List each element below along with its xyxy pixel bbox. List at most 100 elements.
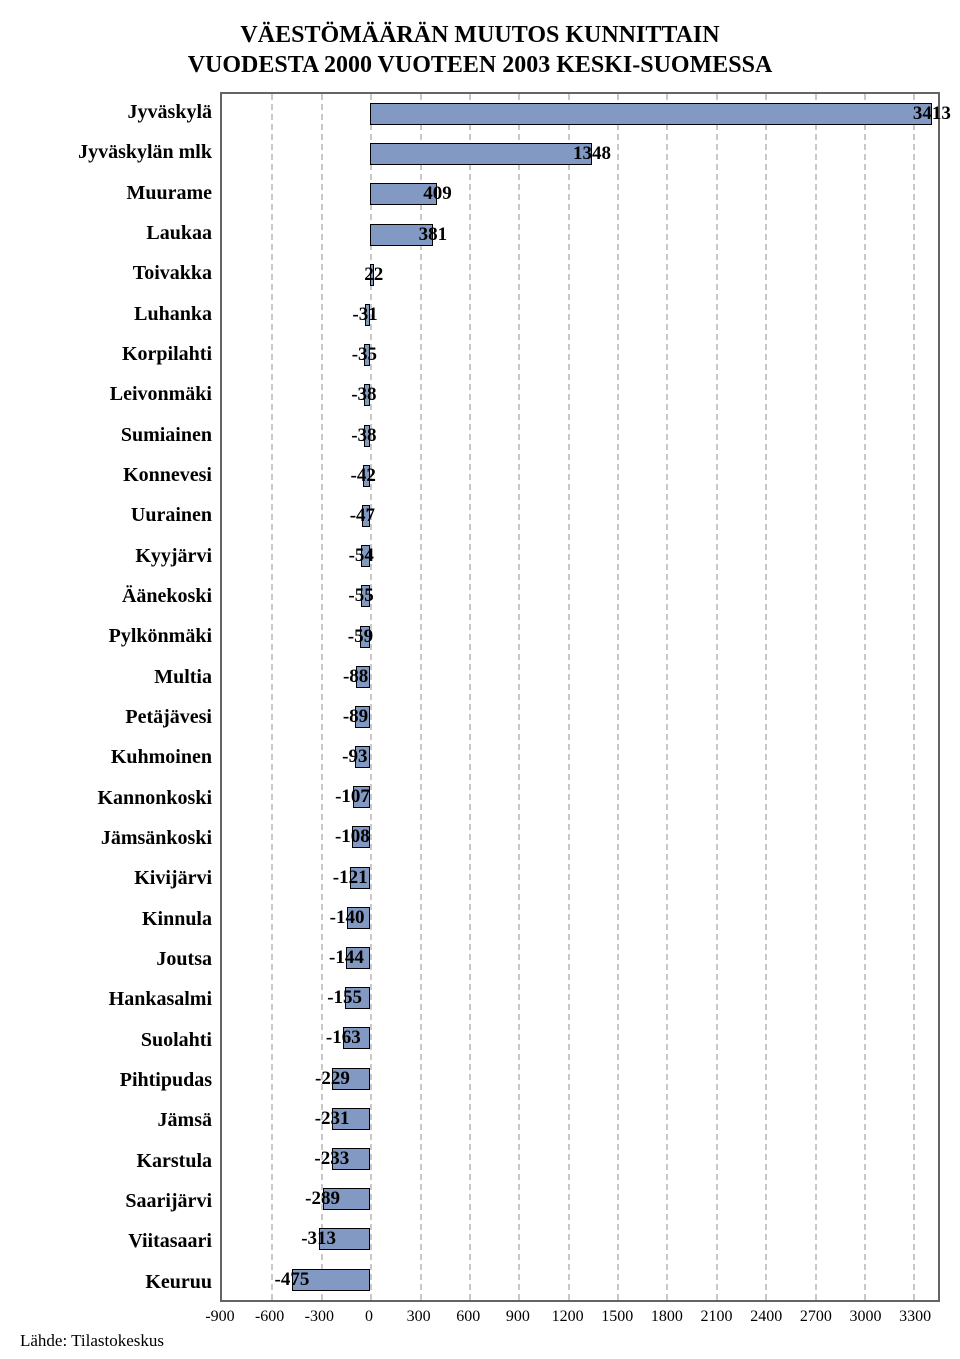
plot-row: JyväskyläJyväskylän mlkMuurameLaukaaToiv…: [20, 92, 940, 1302]
x-axis: -900-600-3000300600900120015001800210024…: [20, 1308, 940, 1332]
x-axis-tick: 1200: [552, 1308, 584, 1326]
bar-value-label: -155: [327, 987, 362, 1009]
bar-slot: -42: [222, 463, 938, 489]
bar-slot: -229: [222, 1066, 938, 1092]
bar-slot: 3413: [222, 101, 938, 127]
y-axis-label: Joutsa: [20, 949, 220, 969]
y-axis-label: Laukaa: [20, 223, 220, 243]
y-axis-label: Suolahti: [20, 1030, 220, 1050]
bar-value-label: 381: [419, 224, 448, 246]
bar-slot: -47: [222, 503, 938, 529]
bar-value-label: -313: [301, 1228, 336, 1250]
y-axis-label: Pihtipudas: [20, 1070, 220, 1090]
y-axis-label: Kinnula: [20, 909, 220, 929]
x-axis-tick: 3300: [899, 1308, 931, 1326]
bar-value-label: -233: [314, 1148, 349, 1170]
bar-slot: -107: [222, 784, 938, 810]
x-axis-tick: -300: [305, 1308, 334, 1326]
bar-slot: -144: [222, 945, 938, 971]
y-axis-label: Luhanka: [20, 304, 220, 324]
y-axis-label: Sumiainen: [20, 425, 220, 445]
y-axis-label: Viitasaari: [20, 1231, 220, 1251]
y-axis-label: Toivakka: [20, 263, 220, 283]
bar-value-label: -55: [348, 585, 373, 607]
bar-value-label: -93: [342, 746, 367, 768]
bar-value-label: -38: [351, 425, 376, 447]
y-axis-label: Konnevesi: [20, 465, 220, 485]
y-axis-label: Petäjävesi: [20, 707, 220, 727]
x-axis-tick: 1800: [651, 1308, 683, 1326]
bar-slot: -231: [222, 1106, 938, 1132]
bar-value-label: -229: [315, 1068, 350, 1090]
x-axis-tick: 2700: [800, 1308, 832, 1326]
y-axis-label: Pylkönmäki: [20, 626, 220, 646]
plot-area: 3413 1348 409 381 22 -31 -35 -38 -38 -42 -47 -54 -55…: [220, 92, 940, 1302]
x-axis-tick: 900: [506, 1308, 530, 1326]
y-axis-label: Kuhmoinen: [20, 747, 220, 767]
bar-slot: -38: [222, 382, 938, 408]
x-axis-ticks: -900-600-3000300600900120015001800210024…: [220, 1308, 940, 1332]
bar-slot: -38: [222, 423, 938, 449]
bar-value-label: -107: [335, 786, 370, 808]
source-label: Lähde: Tilastokeskus: [20, 1331, 164, 1351]
title-line-2: VUODESTA 2000 VUOTEEN 2003 KESKI-SUOMESS…: [188, 52, 773, 78]
bar-slot: -155: [222, 985, 938, 1011]
bar-value-label: -89: [343, 706, 368, 728]
bar-slot: -93: [222, 744, 938, 770]
bar-value-label: -163: [326, 1027, 361, 1049]
y-axis-label: Jyväskylä: [20, 102, 220, 122]
bar-slot: -289: [222, 1186, 938, 1212]
bar-slot: 22: [222, 262, 938, 288]
bar-value-label: -121: [333, 867, 368, 889]
y-axis-label: Muurame: [20, 183, 220, 203]
x-axis-tick: 2100: [701, 1308, 733, 1326]
bar-slot: 381: [222, 222, 938, 248]
x-axis-tick: 1500: [601, 1308, 633, 1326]
bar-value-label: -31: [352, 304, 377, 326]
bar-value-label: -289: [305, 1188, 340, 1210]
bar-slot: -31: [222, 302, 938, 328]
y-axis-label: Karstula: [20, 1151, 220, 1171]
y-axis-label: Saarijärvi: [20, 1191, 220, 1211]
bar-slot: -35: [222, 342, 938, 368]
bar-slot: -88: [222, 664, 938, 690]
bar: [370, 143, 592, 165]
x-axis-tick: -600: [255, 1308, 284, 1326]
y-axis-label: Uurainen: [20, 505, 220, 525]
y-axis-label: Jämsänkoski: [20, 828, 220, 848]
x-axis-tick: 3000: [850, 1308, 882, 1326]
bar: [370, 103, 932, 125]
y-axis-label: Kannonkoski: [20, 788, 220, 808]
bar-value-label: -38: [351, 384, 376, 406]
x-axis-spacer: [20, 1308, 220, 1332]
bar-slot: -89: [222, 704, 938, 730]
bar-slot: -108: [222, 824, 938, 850]
bar-slot: -163: [222, 1025, 938, 1051]
x-axis-tick: 2400: [750, 1308, 782, 1326]
bar-slot: 409: [222, 181, 938, 207]
bar-value-label: -59: [348, 626, 373, 648]
y-axis-labels: JyväskyläJyväskylän mlkMuurameLaukaaToiv…: [20, 92, 220, 1302]
y-axis-label: Multia: [20, 667, 220, 687]
bar-slot: -121: [222, 865, 938, 891]
bar-value-label: -54: [349, 545, 374, 567]
bar-slot: -475: [222, 1267, 938, 1293]
bar-slot: -54: [222, 543, 938, 569]
bar-value-label: -35: [352, 344, 377, 366]
bar-slot: -55: [222, 583, 938, 609]
x-axis-tick: 600: [456, 1308, 480, 1326]
chart-container: VÄESTÖMÄÄRÄN MUUTOS KUNNITTAIN VUODESTA …: [0, 0, 960, 1359]
y-axis-label: Kivijärvi: [20, 868, 220, 888]
bar-value-label: -231: [315, 1108, 350, 1130]
y-axis-label: Keuruu: [20, 1272, 220, 1292]
x-axis-tick: 0: [365, 1308, 373, 1326]
bar-value-label: -88: [343, 666, 368, 688]
bar-value-label: 409: [423, 183, 452, 205]
bar-value-label: -47: [350, 505, 375, 527]
bar-value-label: -140: [330, 907, 365, 929]
bar-value-label: -108: [335, 826, 370, 848]
bar-value-label: -42: [351, 465, 376, 487]
y-axis-label: Leivonmäki: [20, 384, 220, 404]
bar-slot: 1348: [222, 141, 938, 167]
y-axis-label: Kyyjärvi: [20, 546, 220, 566]
